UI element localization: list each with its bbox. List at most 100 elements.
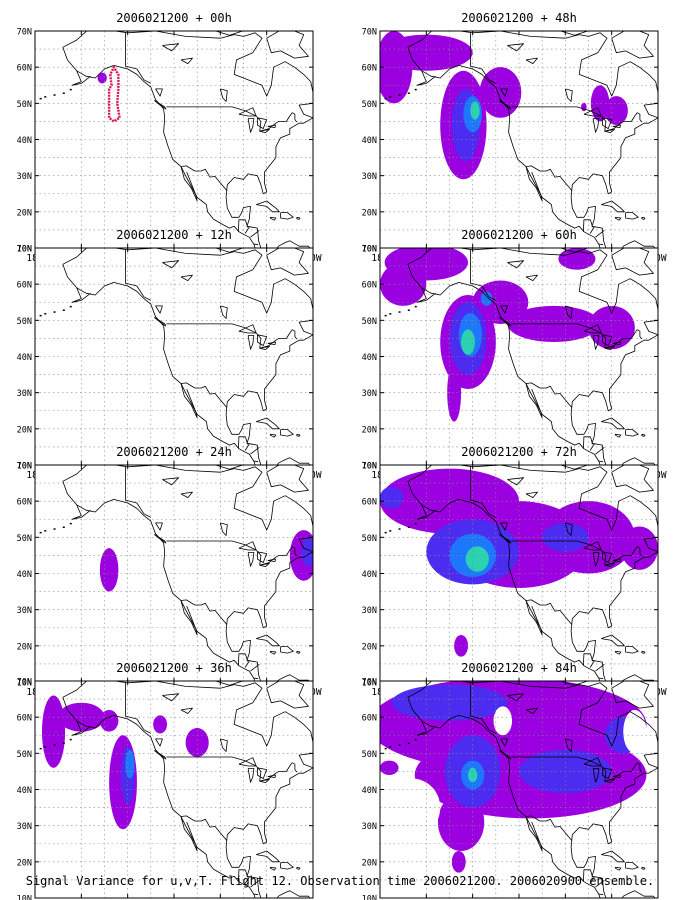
island-outline [499,534,512,544]
island-outline [611,681,654,709]
island-outline [154,317,167,327]
island-outline [601,200,625,213]
political-border [590,436,594,445]
island-outline [269,866,277,871]
aleutian-island [384,531,387,534]
island-outline [641,216,646,220]
y-tick-label: 50N [362,534,377,544]
variance-level-1 [41,695,66,768]
political-border [180,382,228,408]
panel-title: 2006021200 + 48h [461,11,577,25]
lake-outline [592,768,600,783]
coastline-alaska-peninsula [416,504,436,520]
lake-outline [602,767,613,779]
lake-outline [259,128,270,134]
y-tick-label: 40N [17,570,32,580]
panel-title: 2006021200 + 36h [116,661,232,675]
political-border [125,466,151,518]
lake-outline [259,779,270,783]
political-border [180,165,228,191]
lake-outline [219,305,228,319]
aleutian-island [44,530,47,532]
political-border [589,226,595,234]
political-border [180,815,228,841]
political-border [125,682,151,734]
y-tick-label: 10N [362,462,377,472]
y-tick-label: 20N [17,642,32,652]
lake-outline [162,260,180,269]
lake-outline [604,345,615,351]
variance-level-1 [581,102,587,112]
aleutian-island [44,313,47,315]
political-border [253,677,259,680]
lake-outline [256,117,268,130]
political-border [511,756,643,782]
variance-level-2 [380,486,404,509]
political-border [253,243,259,246]
y-tick-label: 20N [362,858,377,868]
panel-plot-area [380,681,658,898]
island-outline [256,634,280,647]
lake-outline [162,693,180,702]
lake-outline [247,118,255,133]
coastline-east [407,31,658,248]
coastline-east [62,465,313,682]
island-outline [500,305,508,314]
island-outline [266,248,309,276]
political-border [166,756,298,782]
lake-outline [564,305,573,319]
island-outline [269,433,277,438]
aleutian-island [407,92,410,94]
y-tick-label: 60N [362,498,377,508]
y-tick-label: 70N [362,462,377,472]
aleutian-island [414,88,417,91]
y-tick-label: 10N [17,895,32,900]
y-tick-label: 20N [17,425,32,435]
coastline-east [407,465,658,682]
lake-outline [602,117,613,130]
variance-level-1 [558,248,596,270]
y-tick-label: 40N [362,136,377,146]
island-outline [641,866,646,870]
panels-layer: 2006021200 + 00h10N20N30N40N50N60N70N180… [17,11,667,900]
political-border [250,663,260,672]
y-tick-label: 10N [362,245,377,255]
political-border [253,893,259,896]
y-tick-label: 60N [362,64,377,74]
political-border [238,436,246,449]
lake-outline [604,779,615,783]
y-tick-label: 20N [17,208,32,218]
aleutian-island [384,747,387,750]
aleutian-island [69,88,72,91]
island-outline [560,248,589,253]
island-outline [280,212,294,220]
lake-outline [507,693,524,702]
panel-plot-area [35,31,313,248]
island-outline [280,862,294,870]
political-border [595,663,605,672]
island-outline [499,750,512,760]
island-outline [296,216,301,220]
lake-outline [259,345,270,351]
coastline-alaska-peninsula [71,70,91,86]
map-panel-8: 2006021200 + 84h10N20N30N40N50N60N70N180… [362,661,659,900]
y-tick-label: 10N [362,895,377,900]
variance-level-1 [380,31,413,104]
variance-level-2 [391,684,508,721]
political-border [583,653,591,666]
aleutian-island [53,94,56,96]
island-outline [560,465,589,470]
aleutian-island [407,309,410,311]
aleutian-island [53,528,56,530]
political-border [244,226,250,234]
y-tick-label: 70N [362,245,377,255]
island-outline [614,866,622,871]
political-border [245,219,249,228]
coastline-baja [180,600,198,636]
coastline-east [407,681,658,898]
island-outline [296,433,301,437]
island-outline [611,248,654,276]
political-border [244,443,250,451]
island-outline [499,317,512,327]
